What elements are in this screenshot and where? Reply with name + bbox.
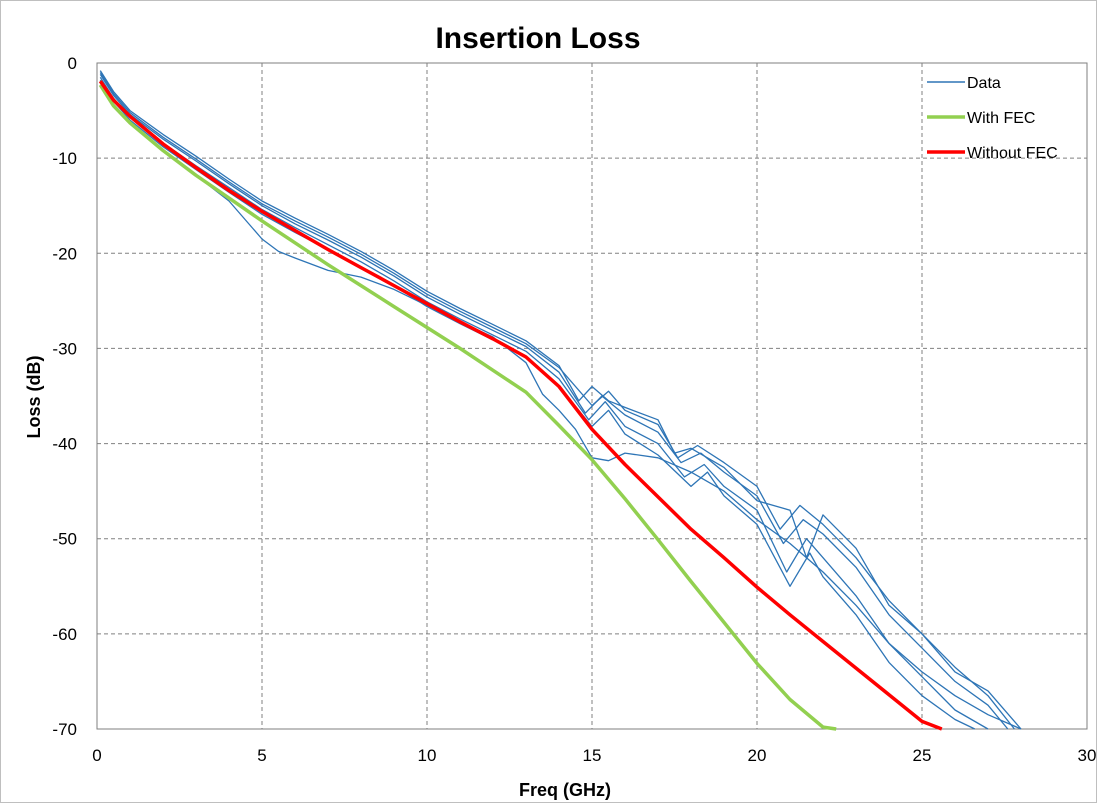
legend-label-data: Data bbox=[967, 75, 1001, 92]
data-trace-3 bbox=[99, 76, 989, 730]
y-tick-label-neg20: -20 bbox=[52, 244, 77, 263]
x-tick-label-25: 25 bbox=[913, 746, 932, 765]
legend-item-with-fec: With FEC bbox=[927, 110, 1035, 127]
y-tick-label-neg50: -50 bbox=[52, 530, 77, 549]
series-line-with-fec bbox=[98, 83, 837, 731]
data-trace-1 bbox=[99, 70, 1022, 730]
y-tick-label-neg60: -60 bbox=[52, 625, 77, 644]
x-tick-label-20: 20 bbox=[748, 746, 767, 765]
x-tick-label-10: 10 bbox=[418, 746, 437, 765]
legend-item-data: Data bbox=[927, 75, 1001, 92]
y-tick-label-neg30: -30 bbox=[52, 339, 77, 358]
data-trace-6 bbox=[99, 72, 1015, 730]
series-line-without-fec bbox=[98, 80, 943, 731]
y-tick-label-0: 0 bbox=[68, 54, 77, 73]
x-tick-label-30: 30 bbox=[1078, 746, 1097, 765]
data-trace-5 bbox=[99, 82, 1022, 730]
axis-ticks: 0 5 10 15 20 25 30 0 -10 -20 -30 -40 -50 -60 -70 bbox=[52, 54, 1096, 765]
y-tick-label-neg40: -40 bbox=[52, 435, 77, 454]
data-trace-2 bbox=[99, 74, 1009, 730]
x-axis-label: Freq (GHz) bbox=[519, 780, 611, 800]
y-tick-label-neg10: -10 bbox=[52, 149, 77, 168]
plot-area-border bbox=[96, 62, 1088, 730]
x-tick-label-5: 5 bbox=[257, 746, 266, 765]
legend-item-without-fec: Without FEC bbox=[927, 145, 1058, 162]
grid-lines bbox=[97, 63, 1087, 729]
chart-title: Insertion Loss bbox=[435, 22, 640, 55]
y-tick-label-neg70: -70 bbox=[52, 720, 77, 739]
legend-label-with-fec: With FEC bbox=[967, 110, 1035, 127]
series-data bbox=[99, 70, 1022, 730]
y-axis-label: Loss (dB) bbox=[24, 355, 44, 438]
x-tick-label-0: 0 bbox=[92, 746, 101, 765]
legend-label-without-fec: Without FEC bbox=[967, 145, 1058, 162]
series-layer bbox=[98, 70, 1022, 731]
legend: Data With FEC Without FEC bbox=[927, 75, 1058, 162]
x-tick-label-15: 15 bbox=[583, 746, 602, 765]
